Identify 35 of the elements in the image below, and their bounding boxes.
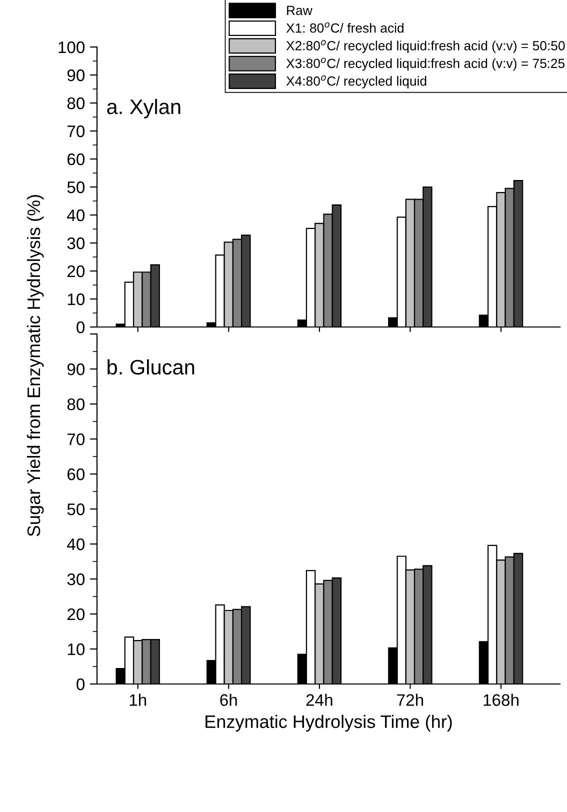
- y-tick-label: 0: [76, 678, 85, 690]
- legend-label: X2:80$^{o}$C/ recycled liquid:fresh acid (v:v) = 50:50: [286, 40, 565, 53]
- x-tick-label: 6h: [220, 694, 237, 706]
- y-tick-label: 10: [68, 643, 85, 656]
- y-tick-label: 30: [67, 237, 85, 250]
- x-tick-label: 1h: [130, 694, 146, 706]
- y-tick-label: 0: [76, 321, 85, 334]
- y-tick-label: 30: [67, 573, 85, 586]
- y-tick-label: 40: [67, 209, 85, 222]
- y-tick-label: 80: [67, 398, 85, 410]
- y-axis-title: Sugar Yield from Enzymatic Hydrolysis (%): [26, 195, 44, 536]
- legend-label: X4:80$^{o}$C/ recycled liquid: [286, 75, 426, 88]
- y-tick-label: 20: [67, 608, 85, 620]
- x-tick-label: 72h: [397, 694, 424, 706]
- y-tick-label: 10: [68, 293, 85, 306]
- y-tick-label: 40: [67, 538, 85, 550]
- y-tick-label: 70: [68, 125, 85, 138]
- annotation: a. Xylan: [107, 98, 180, 118]
- y-tick-label: 50: [67, 181, 85, 194]
- y-tick-label: 70: [68, 433, 85, 446]
- annotation: b. Glucan: [108, 359, 194, 375]
- y-tick-label: 80: [67, 97, 85, 110]
- y-tick-label: 60: [68, 153, 85, 166]
- legend-label: X3:80$^{o}$C/ recycled liquid:fresh acid (v:v) = 75:25: [286, 58, 565, 71]
- y-tick-label: 20: [67, 265, 85, 278]
- y-tick-label: 90: [67, 363, 85, 376]
- y-tick-label: 90: [67, 69, 85, 82]
- x-axis-title: Enzymatic Hydrolysis Time (hr): [206, 714, 452, 732]
- x-tick-label: 168h: [484, 694, 518, 706]
- legend-label: Raw: [287, 6, 312, 16]
- x-tick-label: 24h: [306, 694, 332, 706]
- y-tick-label: 50: [67, 503, 85, 516]
- y-tick-label: 100: [58, 41, 85, 54]
- legend-label: X1: 80$^{o}$C/ fresh acid: [286, 22, 404, 33]
- y-tick-label: 60: [68, 468, 85, 480]
